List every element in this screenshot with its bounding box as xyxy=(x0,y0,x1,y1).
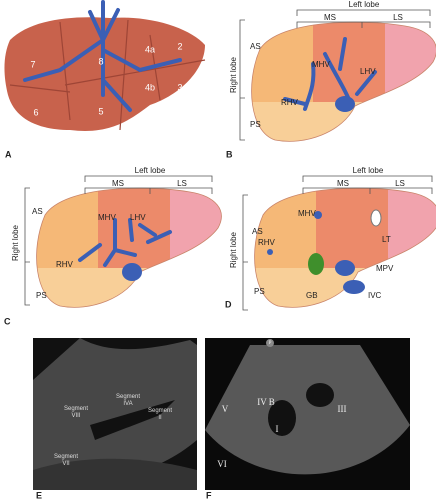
label: P xyxy=(269,341,272,346)
panel-a: 7 8 4a 2 4b 3 6 5 A xyxy=(4,0,206,159)
label: AS xyxy=(32,207,43,216)
panel-b: Left lobe MS LS AS Right lobe MHV LHV RH… xyxy=(226,0,436,162)
label: LHV xyxy=(360,67,376,76)
label: Right lobe xyxy=(229,231,238,268)
panel-letter: C xyxy=(4,316,11,326)
liver xyxy=(245,14,436,162)
label: MS xyxy=(324,13,336,22)
label: RHV xyxy=(56,260,74,269)
label: Left lobe xyxy=(353,166,384,175)
segment-label: 4a xyxy=(145,44,155,54)
label: MHV xyxy=(98,213,116,222)
segment-label: 2 xyxy=(177,41,182,51)
panel-f: P IV B V III I VI F xyxy=(205,338,410,500)
vessel xyxy=(90,400,175,440)
gallbladder xyxy=(308,253,324,275)
label: Segment IVA xyxy=(116,394,140,407)
label: Right lobe xyxy=(229,56,238,93)
label: Segment VII xyxy=(54,454,78,467)
panel-letter: E xyxy=(36,490,42,500)
panel-letter: A xyxy=(5,149,12,159)
label: I xyxy=(276,424,279,434)
vessel xyxy=(335,96,355,112)
label: Left lobe xyxy=(135,166,166,175)
label: LT xyxy=(382,235,391,244)
segment-label: 4b xyxy=(145,82,155,92)
vessel xyxy=(23,0,182,112)
label: LHV xyxy=(130,213,146,222)
bracket xyxy=(239,9,431,141)
ligament xyxy=(370,209,382,227)
bracket xyxy=(242,175,433,311)
panel-d: Left lobe MS LS AS Right lobe MHV RHV LT… xyxy=(225,166,436,328)
label: PS xyxy=(250,120,261,129)
label: Segment VIII xyxy=(64,406,88,419)
vessel xyxy=(78,218,172,267)
label: LS xyxy=(177,179,187,188)
label: AS xyxy=(250,42,261,51)
panel-letter: F xyxy=(206,490,212,500)
label: AS xyxy=(252,227,263,236)
panel-letter: D xyxy=(225,299,232,309)
label: PS xyxy=(36,291,47,300)
label: LS xyxy=(395,179,405,188)
label: Right lobe xyxy=(11,224,20,261)
segment-label: 5 xyxy=(98,106,103,116)
label: MPV xyxy=(376,264,394,273)
label: RHV xyxy=(281,98,299,107)
label: VI xyxy=(217,459,227,469)
label: MHV xyxy=(312,60,330,69)
label: III xyxy=(338,404,347,414)
vessel xyxy=(283,37,377,111)
scan-sector xyxy=(205,345,410,475)
label: Left lobe xyxy=(349,0,380,9)
vessel xyxy=(306,383,334,407)
panel-letter: B xyxy=(226,149,233,159)
vessel xyxy=(268,400,296,436)
probe-marker xyxy=(266,339,274,347)
label: IV B xyxy=(257,397,275,407)
segment-label: 7 xyxy=(30,59,35,69)
bracket xyxy=(24,175,213,306)
vessel xyxy=(343,280,365,294)
label: MS xyxy=(337,179,349,188)
label: RHV xyxy=(258,238,276,247)
label: MS xyxy=(112,179,124,188)
label: IVC xyxy=(368,291,382,300)
segment-label: 6 xyxy=(33,107,38,117)
label: LS xyxy=(393,13,403,22)
liver-tissue xyxy=(33,338,197,482)
panel-c: Left lobe MS LS AS Right lobe MHV LHV RH… xyxy=(4,166,240,328)
panel-e: Segment VIII Segment IVA Segment II Segment… xyxy=(33,338,197,500)
label: PS xyxy=(254,287,265,296)
segment-label: 8 xyxy=(98,56,103,66)
segment-label: 3 xyxy=(177,82,182,92)
label: GB xyxy=(306,291,318,300)
liver xyxy=(248,180,436,328)
tissue xyxy=(33,458,197,490)
label: Segment II xyxy=(148,408,172,421)
vessel xyxy=(314,211,322,219)
vessel xyxy=(267,249,273,255)
vessel xyxy=(335,260,355,276)
vessel xyxy=(122,263,142,281)
label: MHV xyxy=(298,209,316,218)
label: V xyxy=(222,404,229,414)
